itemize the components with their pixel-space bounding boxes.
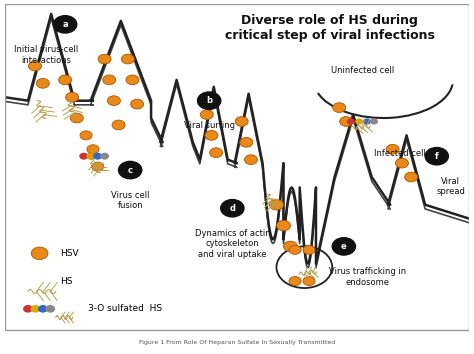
Circle shape bbox=[28, 61, 41, 71]
Circle shape bbox=[332, 238, 356, 255]
Circle shape bbox=[283, 241, 297, 252]
Circle shape bbox=[198, 92, 221, 109]
Circle shape bbox=[39, 306, 47, 312]
Circle shape bbox=[333, 103, 346, 113]
Circle shape bbox=[221, 200, 244, 217]
Circle shape bbox=[205, 131, 218, 140]
Text: 3-O sulfated  HS: 3-O sulfated HS bbox=[88, 304, 163, 313]
Circle shape bbox=[87, 145, 99, 154]
Circle shape bbox=[112, 120, 125, 130]
Circle shape bbox=[46, 306, 55, 312]
Circle shape bbox=[91, 162, 104, 171]
Circle shape bbox=[245, 155, 257, 165]
Text: b: b bbox=[206, 96, 212, 105]
Text: c: c bbox=[128, 166, 133, 175]
Circle shape bbox=[235, 116, 248, 126]
Circle shape bbox=[201, 110, 213, 119]
Circle shape bbox=[98, 54, 111, 64]
Circle shape bbox=[118, 161, 142, 179]
Circle shape bbox=[121, 54, 134, 64]
Circle shape bbox=[87, 153, 94, 159]
Circle shape bbox=[131, 99, 144, 109]
Circle shape bbox=[303, 276, 315, 286]
Circle shape bbox=[405, 172, 418, 182]
Text: Infected cell: Infected cell bbox=[374, 149, 426, 158]
Circle shape bbox=[80, 153, 87, 159]
Circle shape bbox=[31, 247, 48, 259]
Circle shape bbox=[347, 119, 354, 124]
Text: Viral surfing: Viral surfing bbox=[183, 121, 235, 131]
Circle shape bbox=[54, 16, 77, 33]
Circle shape bbox=[210, 148, 223, 158]
Text: HSV: HSV bbox=[61, 249, 79, 258]
Circle shape bbox=[340, 116, 353, 126]
Circle shape bbox=[103, 75, 116, 85]
Circle shape bbox=[270, 200, 283, 210]
Circle shape bbox=[289, 245, 301, 255]
Text: Virus cell
fusion: Virus cell fusion bbox=[111, 191, 149, 210]
Text: Figure 1 From Role Of Heparan Sulfate In Sexually Transmitted: Figure 1 From Role Of Heparan Sulfate In… bbox=[139, 340, 335, 345]
Text: Viral
spread: Viral spread bbox=[436, 177, 465, 196]
Circle shape bbox=[303, 245, 315, 255]
Circle shape bbox=[80, 131, 92, 140]
Circle shape bbox=[65, 92, 79, 102]
Text: e: e bbox=[341, 242, 346, 251]
Circle shape bbox=[371, 119, 377, 124]
Text: Dynamics of actin
cytoskeleton
and viral uptake: Dynamics of actin cytoskeleton and viral… bbox=[194, 229, 270, 259]
Text: Diverse role of HS during
critical step of viral infections: Diverse role of HS during critical step … bbox=[225, 14, 435, 42]
Circle shape bbox=[425, 148, 448, 165]
Circle shape bbox=[24, 306, 32, 312]
Circle shape bbox=[364, 119, 370, 124]
Text: Initial virus-cell
interactions: Initial virus-cell interactions bbox=[14, 45, 79, 64]
Text: HS: HS bbox=[61, 276, 73, 286]
Circle shape bbox=[395, 158, 409, 168]
Circle shape bbox=[289, 276, 301, 286]
Text: f: f bbox=[435, 152, 438, 161]
Text: Uninfected cell: Uninfected cell bbox=[331, 66, 394, 75]
Text: d: d bbox=[229, 204, 236, 213]
Circle shape bbox=[70, 113, 83, 123]
Circle shape bbox=[31, 306, 39, 312]
Circle shape bbox=[386, 144, 399, 154]
Circle shape bbox=[126, 75, 139, 85]
Text: Virus trafficking in
endosome: Virus trafficking in endosome bbox=[328, 267, 406, 287]
Circle shape bbox=[59, 75, 72, 85]
Circle shape bbox=[101, 153, 109, 159]
Circle shape bbox=[356, 119, 363, 124]
Circle shape bbox=[36, 79, 49, 88]
Circle shape bbox=[108, 96, 120, 105]
Circle shape bbox=[94, 153, 101, 159]
Text: a: a bbox=[62, 20, 68, 29]
Circle shape bbox=[240, 137, 253, 147]
Circle shape bbox=[276, 220, 291, 231]
